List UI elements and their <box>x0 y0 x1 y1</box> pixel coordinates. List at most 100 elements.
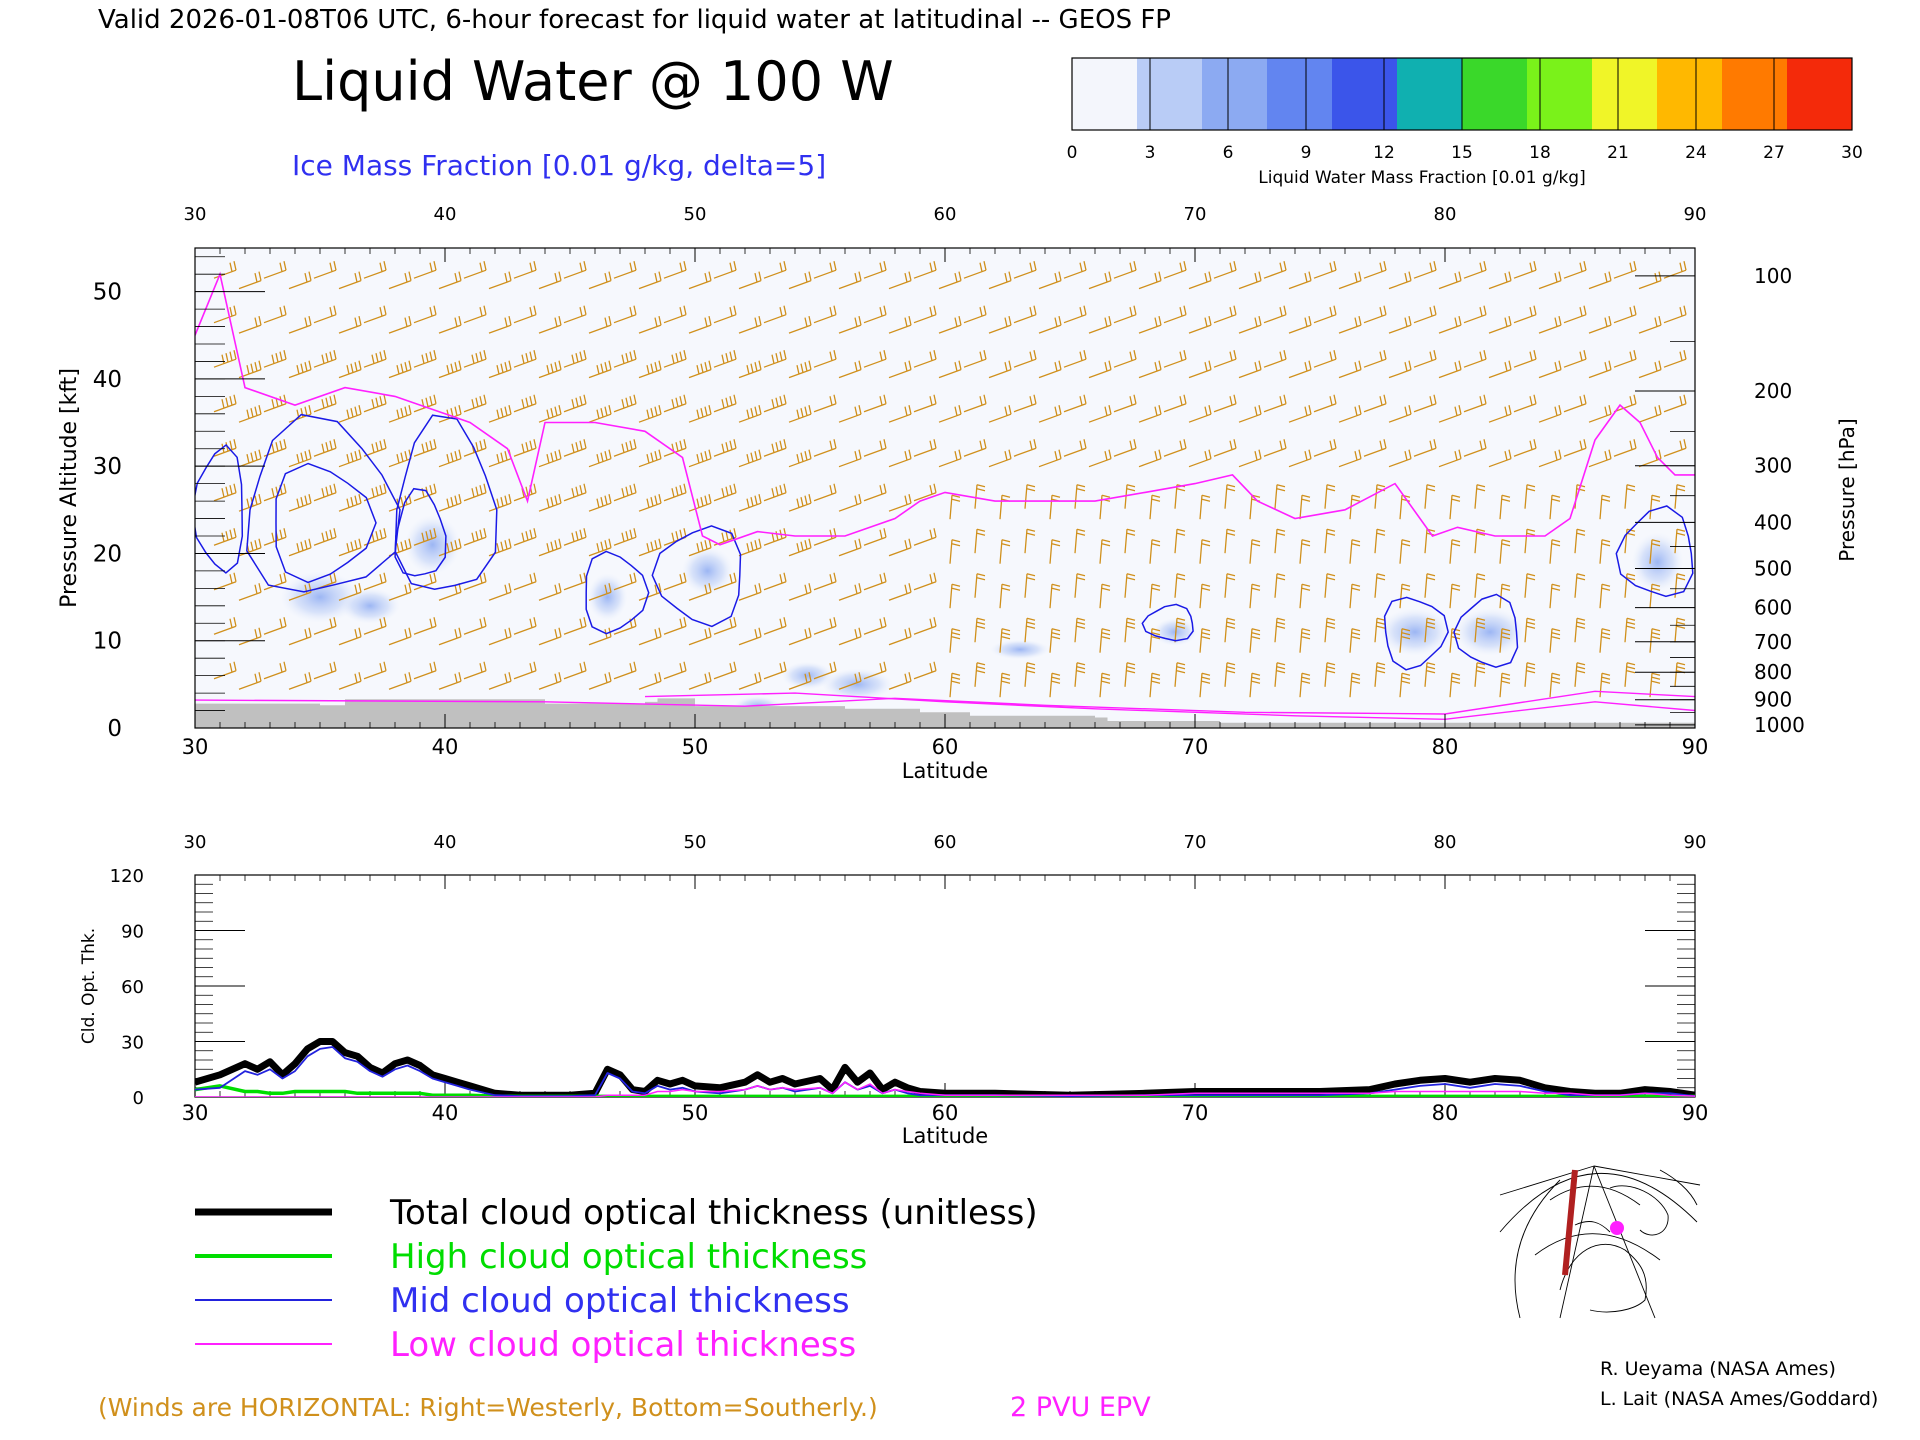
wind-barb <box>1349 628 1361 653</box>
wind-barb <box>363 572 387 591</box>
wind-barb <box>238 672 262 690</box>
bottom-y-tick-label: 60 <box>121 977 144 998</box>
main-top-tick-label: 40 <box>434 204 457 225</box>
wind-barb <box>1074 484 1086 509</box>
wind-barb <box>838 583 862 601</box>
wind-barb <box>1413 439 1437 457</box>
wind-barb <box>1249 672 1261 698</box>
wind-barb <box>763 617 787 635</box>
liquid-water-patch <box>1379 608 1451 656</box>
wind-barb <box>813 661 837 680</box>
pressure-tick-label: 100 <box>1754 264 1792 288</box>
wind-barb <box>788 316 812 334</box>
wind-barb <box>1363 394 1387 413</box>
legend-label: Total cloud optical thickness (unitless) <box>389 1193 1038 1233</box>
wind-barb <box>1613 261 1637 279</box>
wind-barb <box>1038 449 1062 468</box>
wind-barb <box>363 305 387 324</box>
bottom-x-tick-label: 80 <box>1432 1101 1459 1125</box>
wind-barb <box>338 271 362 290</box>
wind-barb <box>863 305 887 324</box>
wind-barb <box>688 271 712 290</box>
wind-barb <box>238 538 262 557</box>
main-top-tick-label: 80 <box>1434 204 1457 225</box>
wind-barb <box>538 271 562 290</box>
liquid-water-patch <box>1454 608 1526 656</box>
winds-note: (Winds are HORIZONTAL: Right=Westerly, B… <box>98 1393 878 1422</box>
wind-barb <box>638 672 662 690</box>
wind-barb <box>1374 617 1386 643</box>
epv-contours <box>195 271 1695 721</box>
liquid-water-patch <box>1631 532 1684 593</box>
wind-barb <box>1338 449 1362 468</box>
wind-barb <box>1224 662 1236 687</box>
wind-barb <box>863 617 887 635</box>
wind-barb <box>1088 449 1112 468</box>
main-x-tick-label: 30 <box>182 735 209 759</box>
wind-barbs <box>213 261 1687 698</box>
wind-barb <box>949 583 961 609</box>
wind-barb <box>888 405 912 423</box>
ice-contour-5 <box>246 413 401 593</box>
wind-barb <box>713 528 737 546</box>
wind-barb <box>338 672 362 690</box>
pressure-tick-label: 800 <box>1754 660 1792 684</box>
wind-barb <box>1074 662 1086 687</box>
wind-barb <box>388 360 412 379</box>
wind-barb <box>463 261 487 279</box>
main-top-tick-label: 90 <box>1684 204 1707 225</box>
wind-barb <box>738 405 762 423</box>
wind-barb <box>1663 439 1687 457</box>
wind-barb <box>213 483 237 502</box>
wind-barb <box>988 271 1012 290</box>
wind-barb <box>1424 484 1436 509</box>
wind-barb <box>999 539 1011 564</box>
liquid-water-patch <box>340 587 400 624</box>
wind-barb <box>588 672 612 690</box>
wind-barb <box>974 573 986 598</box>
liquid-water-patch <box>781 661 834 690</box>
wind-barb <box>488 271 512 290</box>
wind-barb <box>488 360 512 379</box>
wind-barb <box>588 449 612 468</box>
wind-barb <box>838 405 862 423</box>
wind-barb <box>1288 316 1312 334</box>
wind-barb <box>513 350 537 368</box>
wind-barb <box>613 305 637 324</box>
wind-barb <box>1499 539 1511 564</box>
wind-barb <box>913 617 937 635</box>
bottom-top-tick-label: 70 <box>1184 832 1207 853</box>
wind-barb <box>813 350 837 368</box>
colorbar-swatch <box>1397 58 1463 130</box>
wind-barb <box>313 617 337 635</box>
wind-barb <box>1663 350 1687 368</box>
wind-barb <box>1649 539 1661 564</box>
wind-barb <box>338 627 362 646</box>
wind-barb <box>1438 405 1462 423</box>
wind-barb <box>413 617 437 635</box>
wind-barb <box>1549 672 1561 698</box>
wind-barb <box>1549 628 1561 653</box>
wind-barb <box>713 572 737 591</box>
wind-barb <box>1388 271 1412 290</box>
wind-barb <box>1463 305 1487 324</box>
wind-barb <box>388 672 412 690</box>
wind-barb <box>488 538 512 557</box>
wind-barb <box>363 439 387 457</box>
bottom-x-label: Latitude <box>902 1124 988 1148</box>
wind-barb <box>338 538 362 557</box>
valid-line: Valid 2026-01-08T06 UTC, 6-hour forecast… <box>98 5 1171 35</box>
liquid-water-patch <box>681 546 734 595</box>
wind-barb <box>288 271 312 290</box>
wind-barb <box>913 305 937 324</box>
wind-barb <box>763 261 787 279</box>
wind-barb <box>513 528 537 546</box>
wind-barb <box>763 661 787 680</box>
bottom-top-tick-label: 60 <box>934 832 957 853</box>
wind-barb <box>1124 617 1136 643</box>
wind-barb <box>313 350 337 368</box>
wind-barb <box>263 439 287 457</box>
bottom-x-tick-label: 30 <box>182 1101 209 1125</box>
wind-barb <box>1149 672 1161 698</box>
wind-barb <box>1563 305 1587 324</box>
